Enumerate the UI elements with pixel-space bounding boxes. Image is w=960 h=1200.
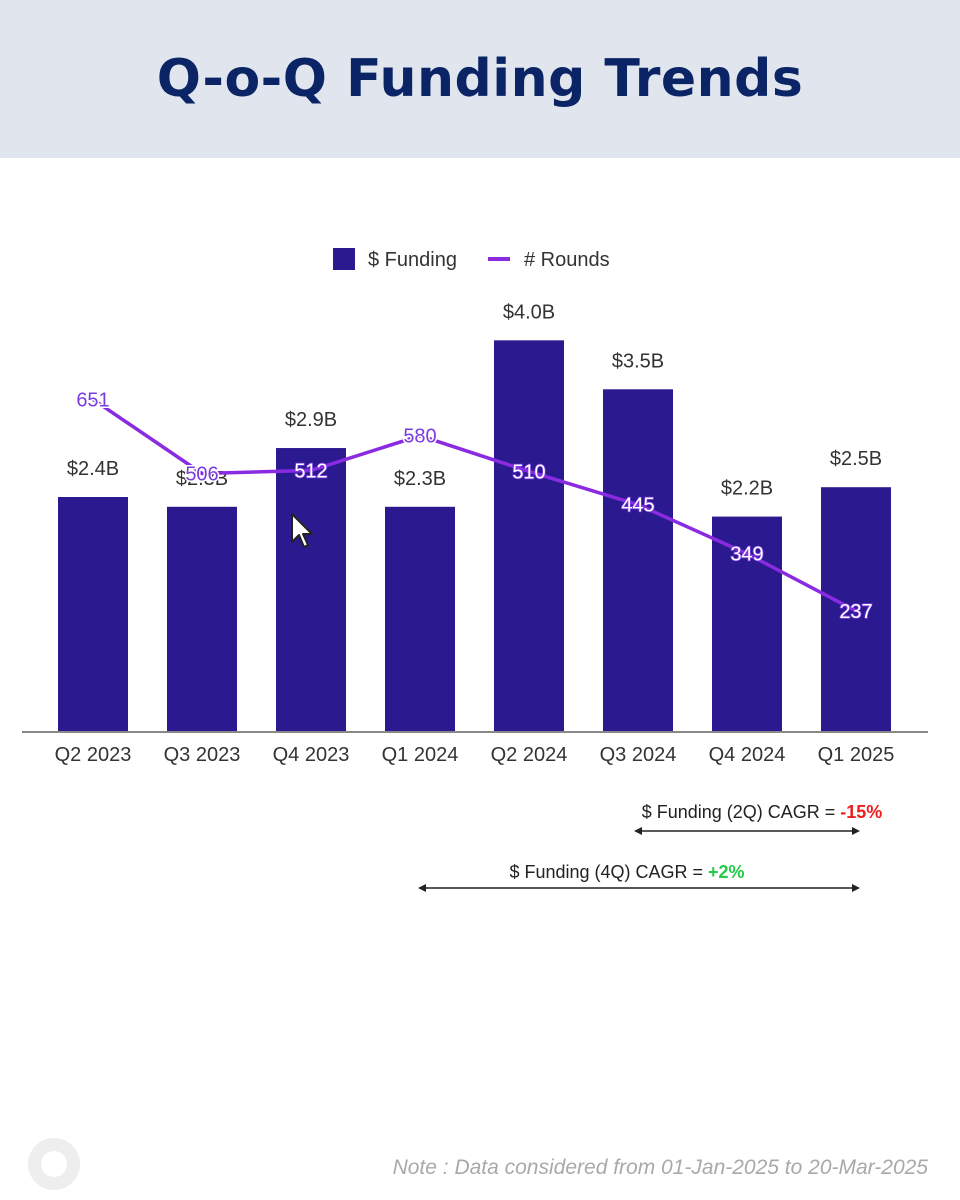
funding-chart: $ Funding # Rounds$2.4B $2.3B$2.9B$2.3B$4.… [22,248,928,892]
rounds-value-label-7: 237 [839,601,872,623]
cagr-4q-arrow-head-left [418,884,426,892]
cagr-4q-arrow-head-right [852,884,860,892]
rounds-line [92,397,857,613]
rounds-value-label-2: 512 [294,460,327,482]
bar-3 [385,506,455,732]
cagr-2q-label: $ Funding (2Q) CAGR = -15% [642,802,883,822]
bar-0 [58,497,128,732]
x-tick-label-7: Q1 2025 [818,744,895,766]
legend-rounds-label: # Rounds [524,249,610,271]
bar-5 [603,389,673,732]
rounds-value-label-5: 445 [621,495,654,517]
x-tick-label-1: Q3 2023 [164,744,241,766]
cagr-2q-arrow-head-left [634,827,642,835]
bar-4 [494,340,564,732]
cagr-4q-label: $ Funding (4Q) CAGR = +2% [509,862,744,882]
bar-2 [276,448,346,732]
header-banner: Q-o-Q Funding Trends [0,0,960,158]
bar-value-label-4: $4.0B [503,301,555,323]
bar-value-label-0: $2.4B [67,458,119,480]
brand-logo-icon [28,1138,80,1190]
x-tick-label-2: Q4 2023 [273,744,350,766]
bar-value-label-7: $2.5B [830,448,882,470]
x-tick-label-6: Q4 2024 [709,744,786,766]
bar-value-label-3: $2.3B [394,468,446,490]
cagr-2q-arrow-head-right [852,827,860,835]
rounds-value-label-0: 651 [76,389,109,411]
bar-value-label-2: $2.9B [285,409,337,431]
rounds-value-label-4: 510 [512,461,545,483]
x-tick-label-0: Q2 2023 [55,744,132,766]
x-tick-label-5: Q3 2024 [600,744,677,766]
bar-1 [167,506,237,732]
footer-note: Note : Data considered from 01-Jan-2025 … [392,1156,928,1179]
mouse-pointer-icon [290,512,316,555]
bar-value-label-6: $2.2B [721,478,773,500]
legend-funding-label: $ Funding [368,249,457,271]
rounds-value-label-1: 506 [185,464,218,486]
rounds-value-label-3: 580 [403,426,436,448]
legend-funding-swatch [333,248,355,270]
x-tick-label-4: Q2 2024 [491,744,568,766]
rounds-value-label-6: 349 [730,544,763,566]
bar-value-label-5: $3.5B [612,350,664,372]
page-title: Q-o-Q Funding Trends [156,49,804,109]
x-tick-label-3: Q1 2024 [382,744,459,766]
